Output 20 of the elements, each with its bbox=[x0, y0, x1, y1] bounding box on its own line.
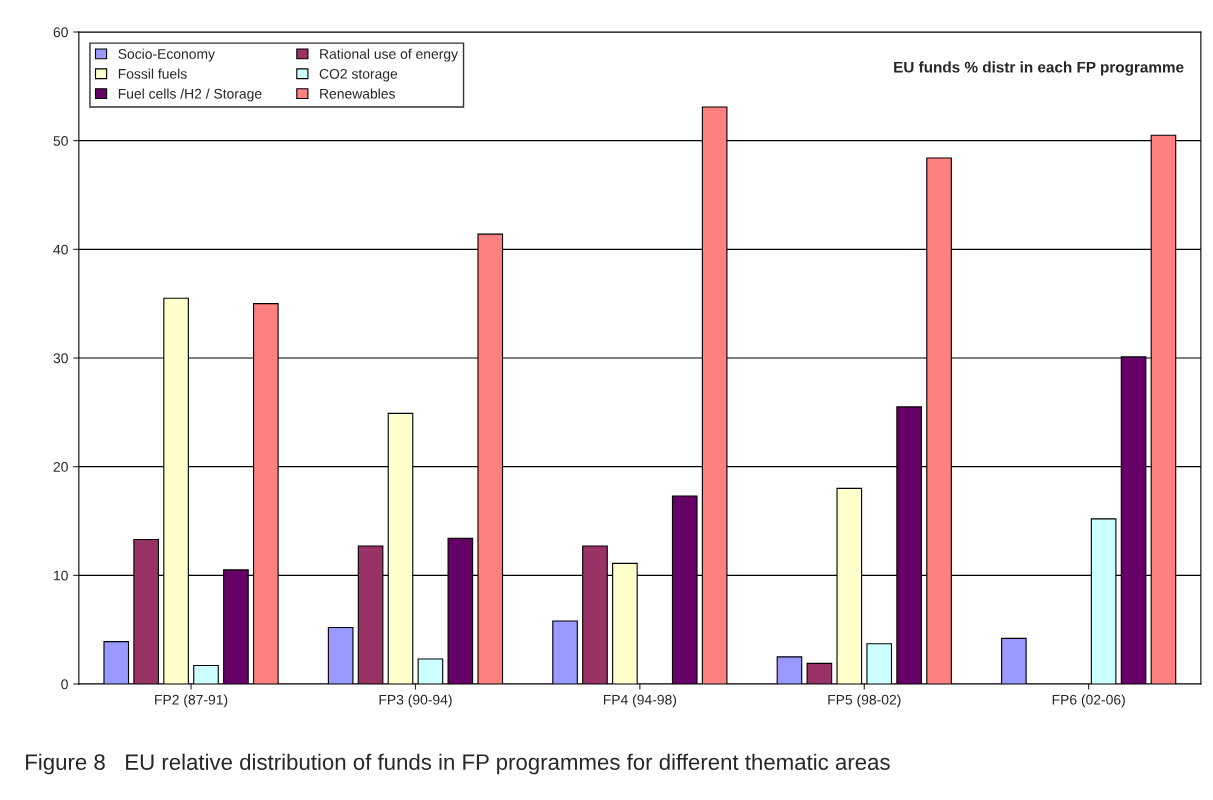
y-tick-label: 40 bbox=[53, 244, 68, 255]
y-tick-label: 50 bbox=[53, 136, 68, 146]
y-tick-label: 0 bbox=[61, 679, 68, 690]
x-tick-label: FP6 (02-06) bbox=[1052, 694, 1125, 708]
legend-label: Renewables bbox=[320, 88, 395, 99]
legend-label: Fuel cells /H2 / Storage bbox=[118, 88, 262, 102]
x-tick-label: FP2 (87-91) bbox=[155, 694, 228, 708]
y-tick-label: 60 bbox=[53, 27, 68, 38]
y-tick-label: 10 bbox=[54, 570, 68, 581]
y-tick-label: 30 bbox=[53, 353, 68, 364]
x-tick-label: FP3 (90-94) bbox=[379, 694, 452, 708]
x-tick-label: FP4 (94-98) bbox=[603, 694, 677, 708]
legend-label: CO2 storage bbox=[319, 68, 398, 82]
text: EU funds % distr in each FP programme bbox=[894, 61, 1184, 76]
legend-label: Fossil fuels bbox=[118, 68, 187, 79]
y-tick-label: 20 bbox=[53, 462, 68, 472]
caption: Figure 8 EU relative distribution of funds in FP programmes for different thematic areas bbox=[26, 753, 890, 775]
legend-label: Socio-Economy bbox=[118, 48, 215, 62]
x-tick-label: FP5 (98-02) bbox=[828, 694, 901, 708]
legend-label: Rational use of energy bbox=[320, 48, 458, 62]
